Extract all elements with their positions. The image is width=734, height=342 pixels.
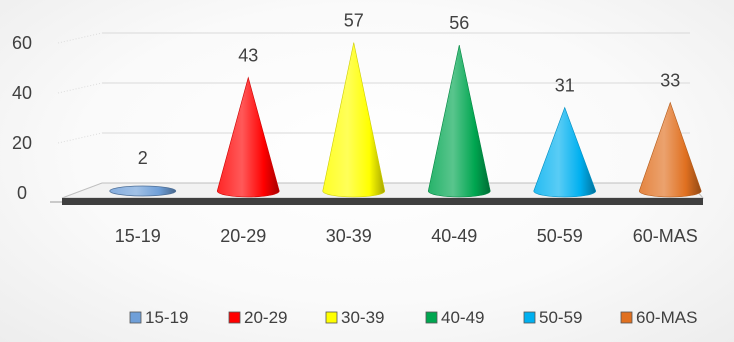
- legend-swatch: [523, 311, 536, 324]
- y-tick-label: 40: [12, 83, 32, 103]
- cone-bar: [638, 101, 702, 198]
- x-tick-label: 30-39: [326, 226, 372, 246]
- cone-bar: [322, 42, 386, 198]
- gridline-leader: [57, 32, 103, 44]
- gridline-leader: [57, 82, 103, 94]
- data-label: 31: [555, 76, 575, 96]
- x-tick-label: 60-MAS: [633, 226, 698, 246]
- legend-swatch: [425, 311, 438, 324]
- data-label: 56: [449, 13, 469, 33]
- y-tick-label: 60: [12, 33, 32, 53]
- data-label: 33: [660, 71, 680, 91]
- legend-label: 60-MAS: [636, 308, 697, 327]
- x-tick-label: 20-29: [220, 226, 266, 246]
- data-label: 2: [138, 148, 148, 168]
- gridline-leader: [57, 132, 103, 144]
- legend-label: 40-49: [441, 308, 484, 327]
- cone-bar: [109, 185, 177, 197]
- legend-label: 15-19: [145, 308, 188, 327]
- legend-label: 50-59: [539, 308, 582, 327]
- data-label: 57: [344, 11, 364, 31]
- legend-swatch: [620, 311, 633, 324]
- x-tick-label: 40-49: [431, 226, 477, 246]
- data-label: 43: [238, 46, 258, 66]
- cone-bar: [427, 44, 491, 198]
- cone-bar: [216, 76, 280, 198]
- y-tick-label: 0: [17, 183, 27, 203]
- x-tick-label: 50-59: [537, 226, 583, 246]
- y-tick-label: 20: [12, 133, 32, 153]
- legend-label: 20-29: [244, 308, 287, 327]
- legend-swatch: [325, 311, 338, 324]
- cone-bar: [533, 106, 597, 198]
- legend-label: 30-39: [341, 308, 384, 327]
- legend-swatch: [228, 311, 241, 324]
- chart-floor-edge: [62, 198, 703, 205]
- x-tick-label: 15-19: [115, 226, 161, 246]
- legend-swatch: [129, 311, 142, 324]
